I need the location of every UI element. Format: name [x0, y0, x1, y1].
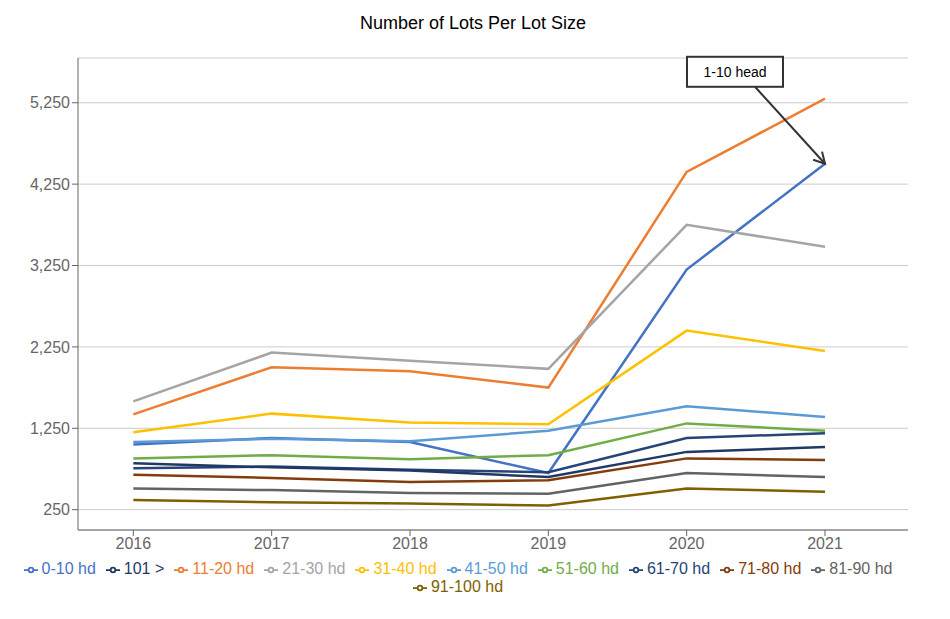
html-text:21-30 hd: 21-30 hd	[282, 560, 346, 577]
svg-text:250: 250	[43, 501, 70, 518]
html-text:0-10 hd: 0-10 hd	[41, 560, 96, 577]
html-text:91-100 hd: 91-100 hd	[431, 578, 503, 595]
svg-text:2020: 2020	[669, 535, 705, 552]
svg-text:1,250: 1,250	[30, 420, 70, 437]
svg-text:2019: 2019	[531, 535, 567, 552]
svg-text:2017: 2017	[254, 535, 290, 552]
svg-text:2,250: 2,250	[30, 339, 70, 356]
svg-text:1-10 head: 1-10 head	[703, 64, 766, 80]
svg-text:4,250: 4,250	[30, 176, 70, 193]
svg-text:2018: 2018	[392, 535, 428, 552]
html-text:81-90 hd: 81-90 hd	[829, 560, 893, 577]
svg-text:3,250: 3,250	[30, 257, 70, 274]
svg-text:2021: 2021	[807, 535, 843, 552]
html-text:31-40 hd: 31-40 hd	[373, 560, 437, 577]
html-text:71-80 hd: 71-80 hd	[738, 560, 802, 577]
html-text:Number of Lots Per Lot Size: Number of Lots Per Lot Size	[359, 13, 586, 33]
html-text:11-20 hd: 11-20 hd	[192, 560, 255, 577]
svg-text:5,250: 5,250	[30, 94, 70, 111]
html-text:51-60 hd: 51-60 hd	[555, 560, 619, 577]
html-text:101 >: 101 >	[123, 560, 165, 577]
html-text:41-50 hd: 41-50 hd	[464, 560, 528, 577]
html-text:61-70 hd: 61-70 hd	[647, 560, 711, 577]
svg-text:2016: 2016	[116, 535, 152, 552]
